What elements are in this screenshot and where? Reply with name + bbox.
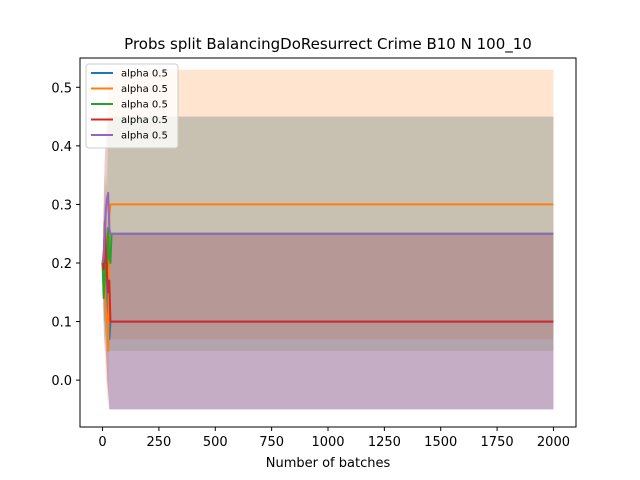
- series-line-3: [101, 226, 554, 300]
- legend-label: alpha 0.5: [121, 69, 168, 80]
- x-tick-label: 750: [259, 435, 284, 450]
- x-tick-label: 1500: [424, 435, 457, 450]
- legend-label: alpha 0.5: [121, 115, 168, 126]
- x-tick-label: 1250: [368, 435, 401, 450]
- y-axis: 0.0 0.1 0.2 0.3 0.4 0.5: [51, 81, 80, 389]
- x-tick-label: 1000: [311, 435, 344, 450]
- y-tick-label: 0.3: [51, 198, 72, 213]
- legend-label: alpha 0.5: [121, 84, 168, 95]
- x-tick-label: 2000: [537, 435, 570, 450]
- confidence-band-2: [102, 69, 554, 410]
- chart-title: Probs split BalancingDoResurrect Crime B…: [124, 35, 532, 54]
- x-axis: 0 250 500 750 1000 1250 1500 1750 2000: [98, 427, 570, 450]
- x-tick-label: 250: [146, 435, 171, 450]
- x-tick-label: 500: [203, 435, 228, 450]
- y-tick-label: 0.4: [51, 140, 72, 155]
- legend: alpha 0.5 alpha 0.5 alpha 0.5 alpha 0.5 alph…: [85, 63, 179, 149]
- x-axis-label: Number of batches: [266, 456, 391, 471]
- y-tick-label: 0.0: [51, 374, 72, 389]
- confidence-band-5: [102, 116, 554, 410]
- legend-label: alpha 0.5: [121, 100, 168, 111]
- series-line-5: [101, 191, 554, 264]
- y-tick-label: 0.2: [51, 257, 72, 272]
- confidence-band-1: [102, 204, 554, 410]
- x-tick-label: 0: [98, 435, 106, 450]
- legend-label: alpha 0.5: [121, 131, 168, 142]
- plot-area: [101, 69, 554, 410]
- series-lines: [101, 191, 554, 352]
- y-tick-label: 0.5: [51, 81, 72, 96]
- legend-box: [85, 63, 179, 149]
- x-tick-label: 1750: [481, 435, 514, 450]
- y-tick-label: 0.1: [51, 316, 72, 331]
